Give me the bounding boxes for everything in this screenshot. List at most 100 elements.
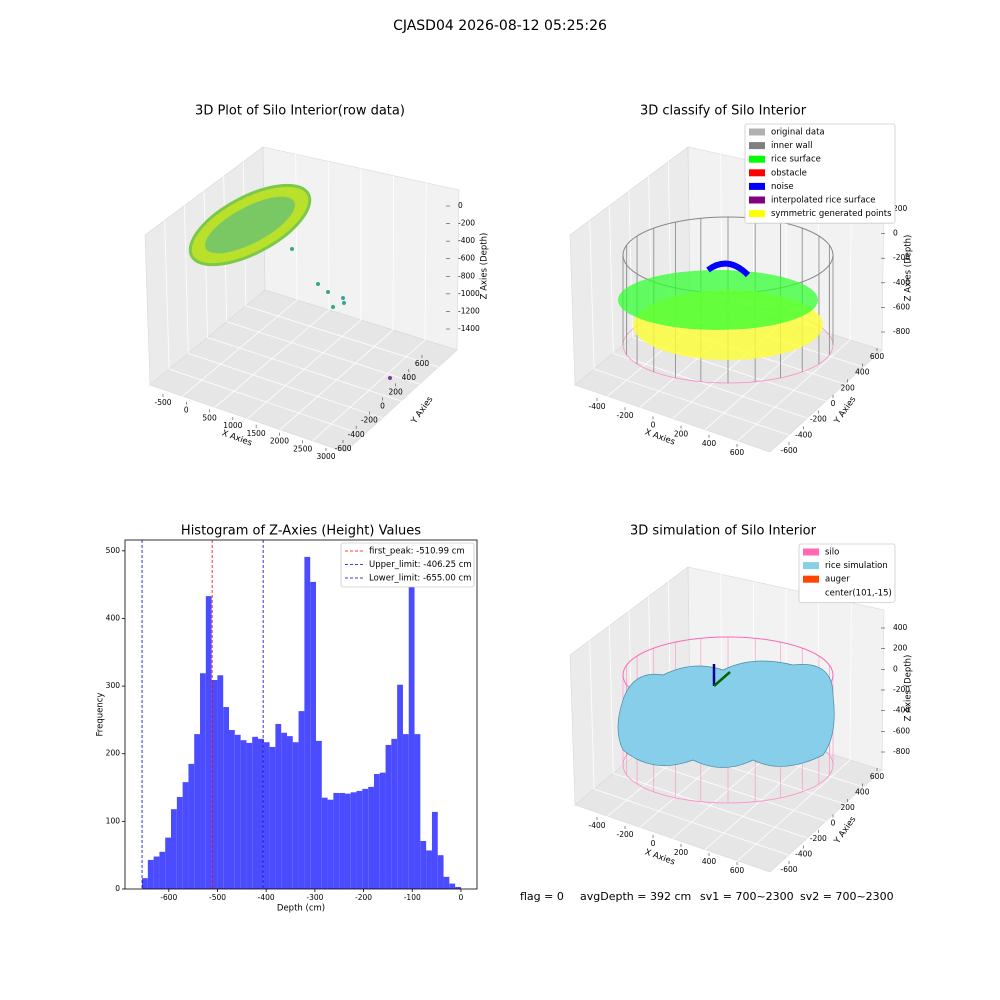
y-tick-label: 0 bbox=[115, 884, 120, 893]
bar bbox=[373, 774, 380, 889]
bar bbox=[431, 811, 438, 889]
bar bbox=[344, 793, 351, 889]
bar bbox=[240, 740, 247, 889]
x-tick-label: 2500 bbox=[293, 444, 312, 453]
x-tick-label: -400 bbox=[258, 893, 275, 902]
legend-label: symmetric generated points bbox=[771, 209, 892, 219]
y-tick-label: 200 bbox=[389, 387, 404, 396]
z-axis-label: Z Axies (Depth) bbox=[904, 655, 914, 722]
x-tick-label: -200 bbox=[355, 893, 372, 902]
bar bbox=[315, 740, 322, 889]
legend-label: first_peak: -510.99 cm bbox=[369, 547, 465, 557]
legend-label: original data bbox=[771, 128, 825, 138]
legend-box bbox=[744, 123, 896, 224]
bar bbox=[455, 886, 461, 889]
z-tick-label: 0 bbox=[458, 201, 463, 210]
bar bbox=[223, 707, 229, 889]
x-tick-label: 400 bbox=[702, 857, 717, 866]
bar bbox=[211, 680, 218, 889]
z-tick-label: -400 bbox=[458, 236, 475, 245]
y-tick-label: -600 bbox=[334, 444, 351, 453]
bar bbox=[246, 742, 253, 889]
legend-label: noise bbox=[771, 182, 794, 192]
pane-grid bbox=[392, 175, 395, 331]
y-tick-label: 600 bbox=[870, 772, 885, 781]
y-tick-label: 300 bbox=[106, 681, 121, 690]
y-tick-label: -400 bbox=[348, 430, 365, 439]
z-tick-label: 200 bbox=[893, 644, 908, 653]
rice-surface bbox=[618, 270, 818, 330]
x-tick-label: 200 bbox=[674, 848, 689, 857]
legend-label: auger bbox=[825, 575, 850, 585]
pane-grid bbox=[589, 220, 595, 370]
x-tick-label: -400 bbox=[588, 402, 605, 411]
x-axis-label: X Axies bbox=[643, 847, 676, 867]
z-tick-label: -1000 bbox=[458, 289, 480, 298]
z-tick-label: 0 bbox=[893, 664, 898, 673]
bar bbox=[142, 878, 148, 889]
bar bbox=[350, 792, 357, 889]
x-tick-label: 600 bbox=[730, 866, 745, 875]
pane-grid bbox=[245, 305, 439, 368]
figure-title: CJASD04 2026-08-12 05:25:26 bbox=[393, 18, 607, 34]
z-tick-label: -200 bbox=[458, 219, 475, 228]
y-tick-label: -600 bbox=[780, 446, 797, 455]
x-tick-label: 0 bbox=[184, 406, 189, 415]
pane-grid bbox=[164, 220, 170, 370]
legend-label: Upper_limit: -406.25 cm bbox=[369, 560, 472, 570]
y-axis-label: Frequency bbox=[96, 693, 106, 737]
noise-points bbox=[706, 260, 751, 278]
x-axis-label: X Axies bbox=[643, 427, 676, 447]
pane-grid bbox=[608, 205, 614, 354]
z-tick-label: -1200 bbox=[458, 306, 480, 315]
z-tick-label: 200 bbox=[893, 204, 908, 213]
bar bbox=[397, 684, 403, 889]
bar bbox=[298, 711, 305, 889]
legend-swatch bbox=[749, 182, 765, 190]
pane-grid bbox=[849, 602, 852, 761]
bar bbox=[333, 792, 340, 889]
bar bbox=[426, 850, 432, 889]
z-tick-label: -800 bbox=[893, 747, 910, 756]
bar bbox=[281, 732, 287, 889]
z-tick-label: 0 bbox=[893, 229, 898, 238]
z-tick-label: -200 bbox=[893, 685, 910, 694]
legend-label: center(101,-15) bbox=[825, 588, 892, 598]
bar bbox=[310, 581, 316, 889]
legend-swatch bbox=[749, 128, 765, 136]
x-tick-label: 0 bbox=[459, 893, 464, 902]
y-tick-label: -400 bbox=[795, 850, 812, 859]
status-text: sv1 = 700~2300 bbox=[700, 890, 794, 903]
y-tick-label: 0 bbox=[380, 402, 385, 411]
status-text: sv2 = 700~2300 bbox=[800, 890, 894, 903]
bar bbox=[194, 734, 201, 889]
status-text: avgDepth = 392 cm bbox=[580, 890, 691, 903]
y-tick-label: 600 bbox=[870, 352, 885, 361]
bar bbox=[402, 734, 409, 889]
legend-label: rice simulation bbox=[825, 561, 888, 571]
chart-title: 3D Plot of Silo Interior(row data) bbox=[195, 104, 405, 119]
bar bbox=[391, 738, 398, 889]
z-tick-label: -1400 bbox=[458, 324, 480, 333]
bar bbox=[153, 856, 160, 889]
bar bbox=[176, 797, 183, 889]
bar bbox=[327, 799, 334, 889]
outlier-point bbox=[326, 290, 330, 294]
z-tick-label: -200 bbox=[893, 253, 910, 262]
y-tick-label: 600 bbox=[415, 359, 430, 368]
status-text: flag = 0 bbox=[520, 890, 564, 903]
bar bbox=[286, 736, 293, 889]
z-tick-label: 400 bbox=[893, 623, 908, 632]
legend-label: rice surface bbox=[771, 155, 821, 165]
bar bbox=[269, 746, 276, 889]
plot-frame bbox=[124, 539, 478, 890]
legend-swatch bbox=[749, 155, 765, 163]
y-tick-label: -400 bbox=[795, 430, 812, 439]
bar bbox=[258, 738, 264, 889]
z-axis-label: Z Axies (Depth) bbox=[480, 233, 490, 300]
chart-title: 3D simulation of Silo Interior bbox=[630, 524, 817, 539]
outlier-point bbox=[388, 376, 392, 380]
y-tick-label: 400 bbox=[855, 368, 870, 377]
outlier-point bbox=[331, 305, 335, 309]
x-tick-label: -100 bbox=[404, 893, 421, 902]
